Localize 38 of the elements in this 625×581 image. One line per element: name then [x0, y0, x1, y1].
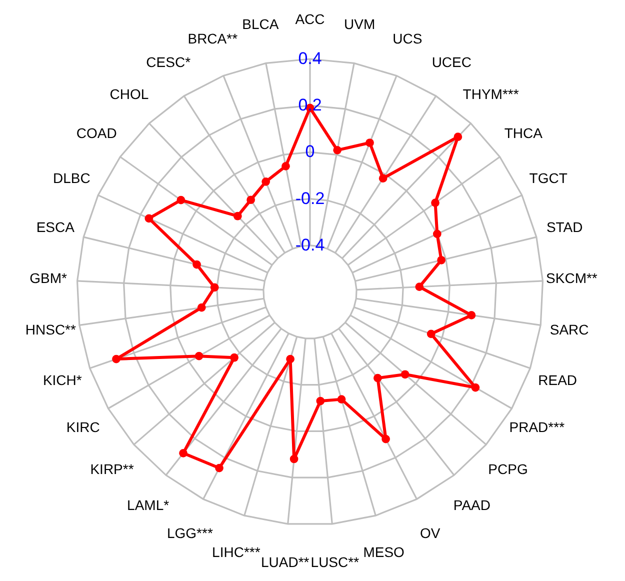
spoke-label: GBM*	[30, 270, 68, 286]
spoke-label: LUSC**	[310, 554, 360, 570]
spoke-label: TGCT	[529, 170, 568, 186]
spoke-label: LGG***	[166, 524, 214, 541]
spoke-label: ACC	[295, 11, 325, 27]
spoke-label: HNSC**	[25, 322, 76, 338]
spoke-label: KIRP**	[90, 461, 134, 478]
spoke-label: BRCA**	[188, 30, 238, 46]
spoke-label: ESCA	[36, 218, 76, 235]
y-tick-label: 0.2	[298, 96, 322, 115]
y-tick-label: -0.2	[295, 188, 325, 208]
y-tick-label: -0.4	[295, 235, 325, 254]
spoke-label: CESC*	[146, 54, 192, 70]
y-tick-label: 0	[305, 142, 315, 162]
spoke-label: STAD	[546, 218, 583, 235]
spoke-label: CHOL	[110, 86, 149, 102]
spoke-label: KICH*	[42, 372, 82, 388]
spoke-label: PCPG	[488, 461, 528, 478]
spoke-label: OV	[420, 524, 441, 541]
spoke-label: COAD	[76, 125, 117, 142]
spoke-label: THCA	[504, 125, 544, 142]
spoke-label: PAAD	[453, 496, 491, 513]
spoke-label: MESO	[363, 544, 405, 560]
spoke-label: BLCA	[242, 16, 280, 32]
spoke-label: SKCM**	[546, 270, 598, 286]
spoke-label: LAML*	[127, 496, 170, 513]
spoke-label: UCEC	[432, 54, 472, 70]
spoke-label: DLBC	[52, 170, 90, 186]
spoke-label: READ	[538, 372, 578, 388]
spoke-label: SARC	[550, 322, 589, 338]
spoke-label: PRAD***	[509, 419, 566, 435]
spoke-label: LUAD**	[260, 554, 310, 570]
spoke-label: THYM***	[462, 86, 520, 102]
spoke-label: UCS	[392, 30, 422, 46]
y-tick-label: 0.4	[298, 49, 322, 68]
spoke-label: LIHC***	[212, 544, 261, 560]
spoke-label: KIRC	[66, 419, 100, 435]
spoke-label: UVM	[344, 16, 376, 32]
